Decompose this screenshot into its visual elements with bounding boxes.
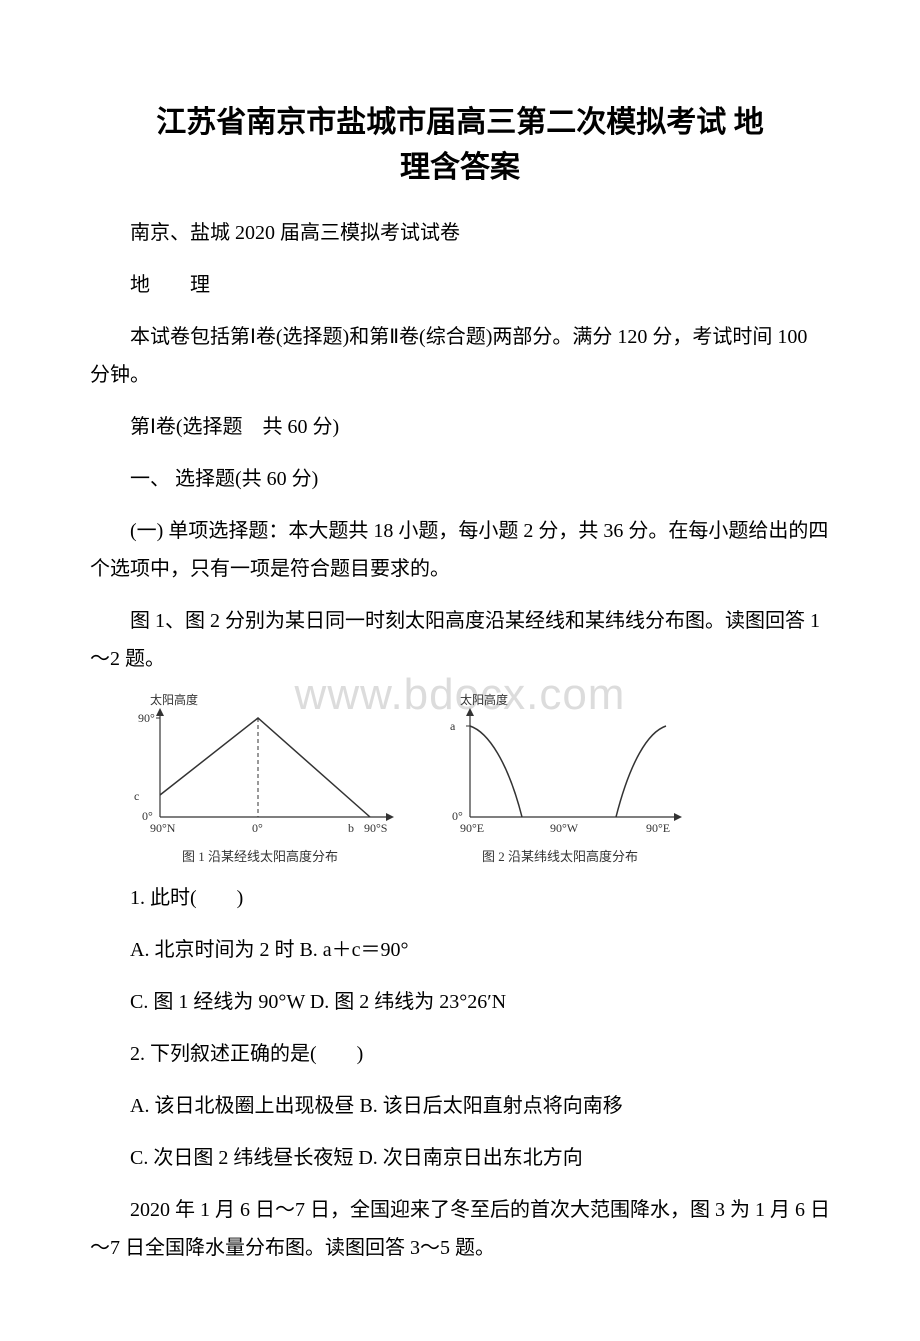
fig1-label-b: b — [348, 821, 354, 835]
subsection-instructions: (一) 单项选择题：本大题共 18 小题，每小题 2 分，共 36 分。在每小题… — [90, 512, 830, 588]
figure-1: 太阳高度 90° c 0° 90°N 0° b 90°S 图 1 沿某经线太阳高… — [120, 692, 400, 865]
figure-2: 太阳高度 a 0° 90°E 90°W 90°E 图 2 沿某纬线太阳高度分布 — [430, 692, 690, 865]
subject-name: 地 理 — [90, 266, 830, 304]
fig1-ytick-top: 90° — [138, 711, 155, 725]
fig2-ylabel: 太阳高度 — [460, 692, 508, 707]
figures-container: 太阳高度 90° c 0° 90°N 0° b 90°S 图 1 沿某经线太阳高… — [120, 692, 830, 865]
fig2-xright: 90°E — [646, 821, 670, 835]
question-1-options-cd: C. 图 1 经线为 90°W D. 图 2 纬线为 23°26′N — [90, 983, 830, 1021]
document-content: 江苏省南京市盐城市届高三第二次模拟考试 地 理含答案 南京、盐城 2020 届高… — [90, 100, 830, 1267]
chart-1: 太阳高度 90° c 0° 90°N 0° b 90°S — [120, 692, 400, 842]
part1-header: 第Ⅰ卷(选择题 共 60 分) — [90, 408, 830, 446]
section-header: 一、 选择题(共 60 分) — [90, 460, 830, 498]
question-2-options-ab: A. 该日北极圈上出现极昼 B. 该日后太阳直射点将向南移 — [90, 1087, 830, 1125]
title-line-1: 江苏省南京市盐城市届高三第二次模拟考试 地 — [90, 100, 830, 145]
document-title: 江苏省南京市盐城市届高三第二次模拟考试 地 理含答案 — [90, 100, 830, 190]
exam-description: 本试卷包括第Ⅰ卷(选择题)和第Ⅱ卷(综合题)两部分。满分 120 分，考试时间 … — [90, 318, 830, 394]
title-line-2: 理含答案 — [90, 145, 830, 190]
fig2-xleft: 90°E — [460, 821, 484, 835]
question-1-options-ab: A. 北京时间为 2 时 B. a＋c＝90° — [90, 931, 830, 969]
fig1-xleft: 90°N — [150, 821, 176, 835]
fig1-label-c: c — [134, 789, 139, 803]
fig1-xmid: 0° — [252, 821, 263, 835]
chart-2: 太阳高度 a 0° 90°E 90°W 90°E — [430, 692, 690, 842]
question-2-options-cd: C. 次日图 2 纬线昼长夜短 D. 次日南京日出东北方向 — [90, 1139, 830, 1177]
question-1: 1. 此时( ) — [90, 879, 830, 917]
figure-intro: 图 1、图 2 分别为某日同一时刻太阳高度沿某经线和某纬线分布图。读图回答 1～… — [90, 602, 830, 678]
question-3-intro: 2020 年 1 月 6 日～7 日，全国迎来了冬至后的首次大范围降水，图 3 … — [90, 1191, 830, 1267]
fig2-label-a: a — [450, 719, 456, 733]
fig2-xmid: 90°W — [550, 821, 579, 835]
fig1-xright: 90°S — [364, 821, 387, 835]
fig1-caption: 图 1 沿某经线太阳高度分布 — [182, 846, 338, 865]
fig1-ylabel: 太阳高度 — [150, 692, 198, 707]
fig2-caption: 图 2 沿某纬线太阳高度分布 — [482, 846, 638, 865]
exam-source: 南京、盐城 2020 届高三模拟考试试卷 — [90, 214, 830, 252]
question-2: 2. 下列叙述正确的是( ) — [90, 1035, 830, 1073]
